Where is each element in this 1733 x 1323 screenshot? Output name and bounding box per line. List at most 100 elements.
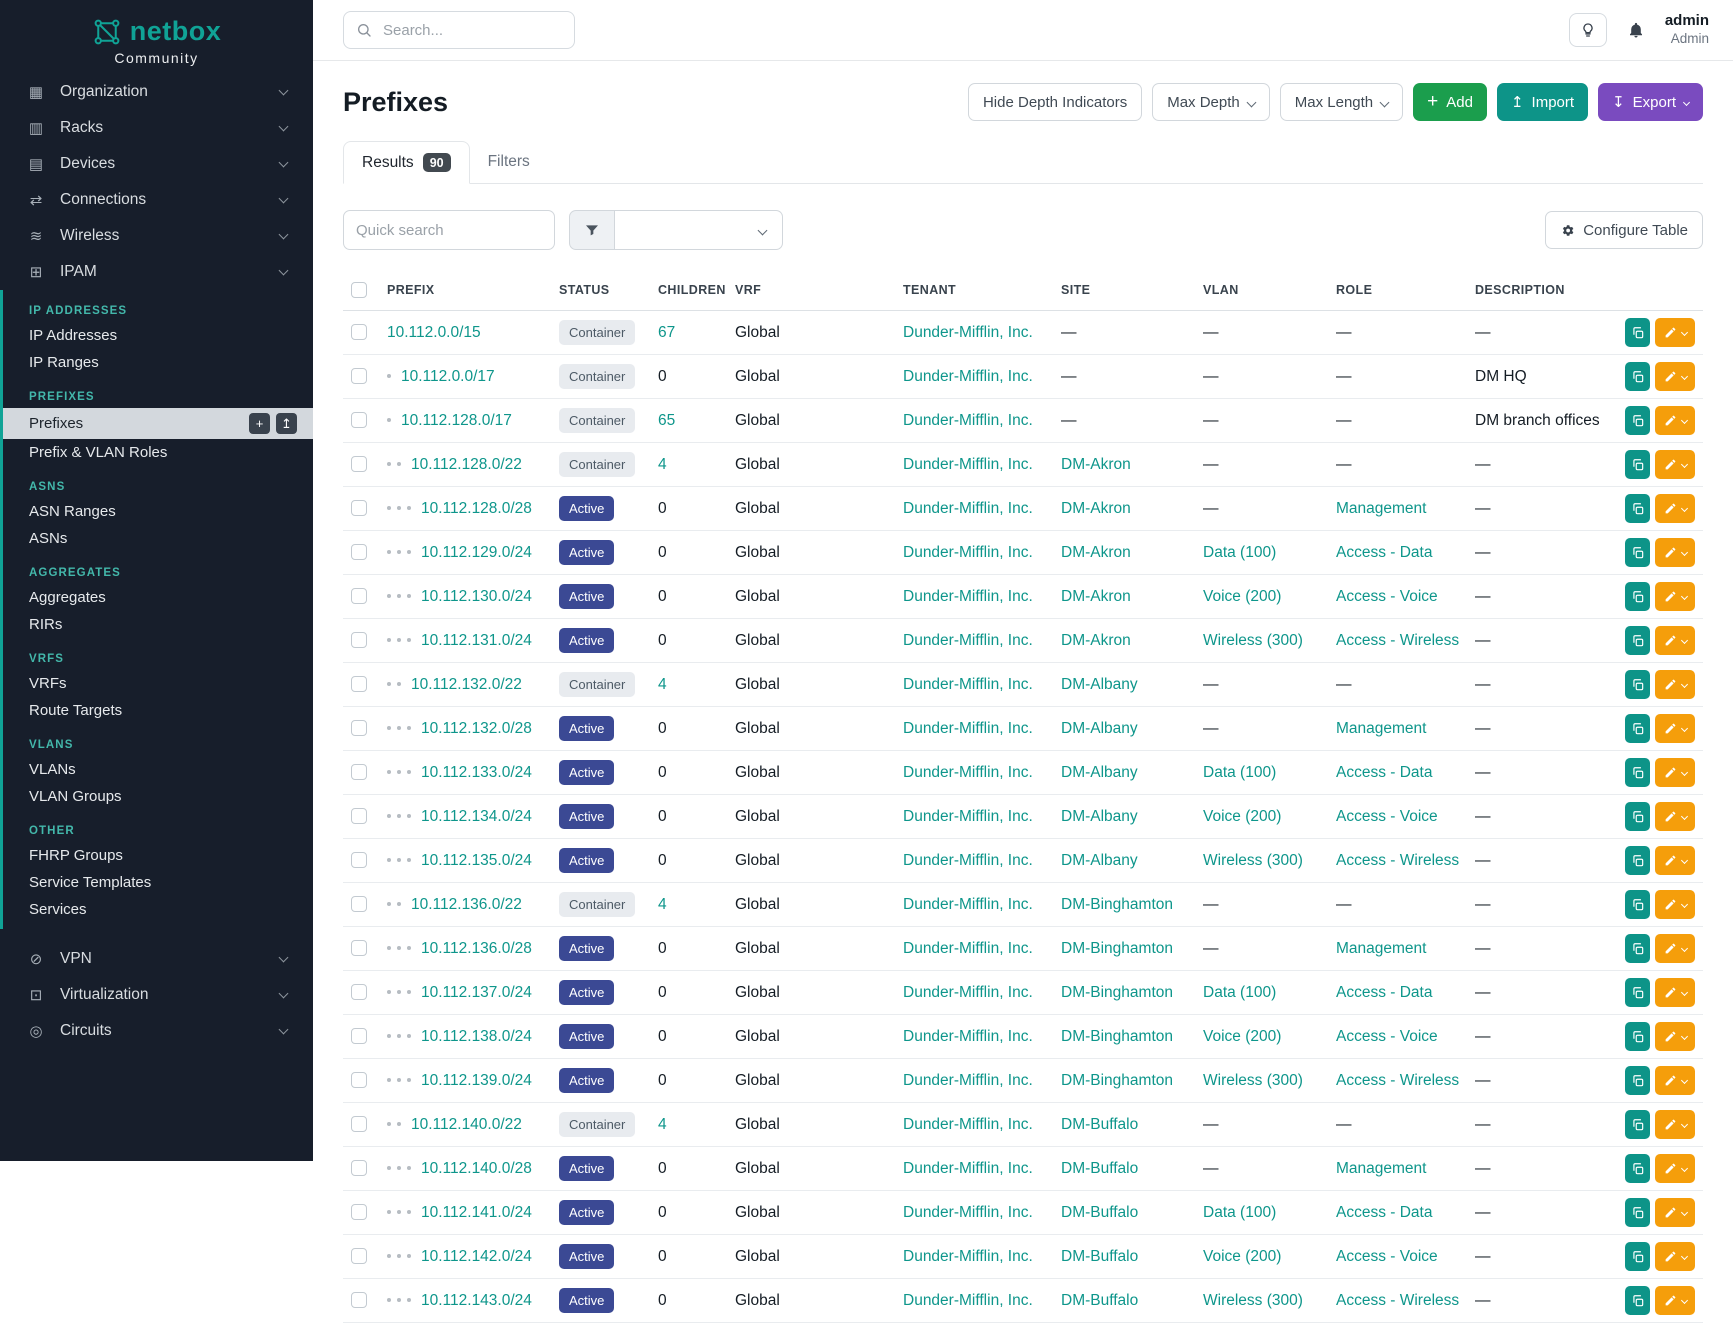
row-checkbox[interactable] (351, 412, 367, 429)
sidebar-group[interactable]: ⊡ Virtualization (0, 977, 313, 1013)
copy-button[interactable] (1625, 1242, 1651, 1271)
copy-button[interactable] (1625, 450, 1651, 479)
sidebar-item[interactable]: IP Addresses (3, 322, 313, 349)
sidebar-item[interactable]: RIRs (3, 611, 313, 638)
role-link[interactable]: Access - Voice (1336, 807, 1438, 825)
row-checkbox[interactable] (351, 588, 367, 605)
row-checkbox[interactable] (351, 456, 367, 473)
prefix-link[interactable]: 10.112.130.0/24 (421, 587, 532, 605)
quick-import-button[interactable]: ↥ (276, 413, 297, 434)
vlan-link[interactable]: Data (100) (1203, 983, 1277, 1001)
vlan-link[interactable]: — (1203, 411, 1219, 429)
row-checkbox[interactable] (351, 1072, 367, 1089)
vlan-link[interactable]: — (1203, 499, 1219, 517)
prefix-link[interactable]: 10.112.136.0/22 (411, 895, 522, 913)
vlan-link[interactable]: Data (100) (1203, 763, 1277, 781)
prefix-link[interactable]: 10.112.0.0/17 (401, 367, 495, 385)
vlan-link[interactable]: Data (100) (1203, 543, 1277, 561)
sidebar-group[interactable]: ▦ Organization (0, 74, 313, 110)
tenant-link[interactable]: Dunder-Mifflin, Inc. (903, 499, 1033, 517)
filter-select[interactable] (615, 210, 783, 250)
tenant-link[interactable]: Dunder-Mifflin, Inc. (903, 1027, 1033, 1045)
children-link[interactable]: 4 (658, 455, 667, 473)
vlan-link[interactable]: Wireless (300) (1203, 1291, 1303, 1309)
site-link[interactable]: DM-Akron (1061, 499, 1131, 517)
tenant-link[interactable]: Dunder-Mifflin, Inc. (903, 675, 1033, 693)
row-checkbox[interactable] (351, 1028, 367, 1045)
copy-button[interactable] (1625, 714, 1651, 743)
hide-depth-button[interactable]: Hide Depth Indicators (967, 83, 1143, 121)
role-link[interactable]: Management (1336, 499, 1427, 517)
prefix-link[interactable]: 10.112.137.0/24 (421, 983, 532, 1001)
copy-button[interactable] (1625, 1022, 1651, 1051)
site-link[interactable]: — (1061, 367, 1077, 385)
tenant-link[interactable]: Dunder-Mifflin, Inc. (903, 1203, 1033, 1221)
row-checkbox[interactable] (351, 1204, 367, 1221)
role-link[interactable]: Access - Wireless (1336, 1291, 1460, 1309)
edit-button[interactable] (1655, 538, 1695, 567)
theme-toggle-button[interactable] (1568, 13, 1607, 47)
site-link[interactable]: DM-Albany (1061, 719, 1138, 737)
tenant-link[interactable]: Dunder-Mifflin, Inc. (903, 1247, 1033, 1265)
vlan-link[interactable]: Data (100) (1203, 1203, 1277, 1221)
row-checkbox[interactable] (351, 1116, 367, 1133)
tenant-link[interactable]: Dunder-Mifflin, Inc. (903, 895, 1033, 913)
edit-button[interactable] (1655, 890, 1695, 919)
edit-button[interactable] (1655, 978, 1695, 1007)
children-link[interactable]: 67 (658, 323, 676, 341)
row-checkbox[interactable] (351, 368, 367, 385)
prefix-link[interactable]: 10.112.140.0/28 (421, 1159, 532, 1177)
import-button[interactable]: Import (1496, 83, 1589, 121)
children-link[interactable]: 0 (658, 1071, 667, 1089)
sidebar-group[interactable]: ⊘ VPN (0, 941, 313, 977)
edit-button[interactable] (1655, 494, 1695, 523)
user-menu[interactable]: admin Admin (1665, 12, 1709, 48)
copy-button[interactable] (1625, 406, 1651, 435)
role-link[interactable]: Access - Voice (1336, 1027, 1438, 1045)
prefix-link[interactable]: 10.112.128.0/22 (411, 455, 522, 473)
children-link[interactable]: 0 (658, 499, 667, 517)
site-link[interactable]: DM-Akron (1061, 587, 1131, 605)
column-header[interactable]: TENANT (895, 274, 1053, 311)
role-link[interactable]: Access - Voice (1336, 1247, 1438, 1265)
children-link[interactable]: 0 (658, 587, 667, 605)
tenant-link[interactable]: Dunder-Mifflin, Inc. (903, 719, 1033, 737)
sidebar-group[interactable]: ≋ Wireless (0, 218, 313, 254)
vlan-link[interactable]: Voice (200) (1203, 1247, 1282, 1265)
edit-button[interactable] (1655, 362, 1695, 391)
select-all-checkbox[interactable] (351, 282, 367, 298)
prefix-link[interactable]: 10.112.141.0/24 (421, 1203, 532, 1221)
copy-button[interactable] (1625, 846, 1651, 875)
site-link[interactable]: DM-Buffalo (1061, 1203, 1139, 1221)
global-search[interactable] (343, 11, 575, 49)
prefix-link[interactable]: 10.112.0.0/15 (387, 323, 481, 341)
prefix-link[interactable]: 10.112.135.0/24 (421, 851, 532, 869)
role-link[interactable]: — (1336, 367, 1352, 385)
add-button[interactable]: Add (1413, 83, 1487, 121)
copy-button[interactable] (1625, 1110, 1651, 1139)
site-link[interactable]: DM-Buffalo (1061, 1159, 1139, 1177)
children-link[interactable]: 65 (658, 411, 676, 429)
sidebar-item[interactable]: Route Targets (3, 697, 313, 724)
row-checkbox[interactable] (351, 940, 367, 957)
edit-button[interactable] (1655, 1110, 1695, 1139)
site-link[interactable]: DM-Binghamton (1061, 1027, 1173, 1045)
filter-button[interactable] (569, 210, 615, 250)
row-checkbox[interactable] (351, 764, 367, 781)
tenant-link[interactable]: Dunder-Mifflin, Inc. (903, 763, 1033, 781)
edit-button[interactable] (1655, 318, 1695, 347)
vlan-link[interactable]: Voice (200) (1203, 807, 1282, 825)
role-link[interactable]: Access - Wireless (1336, 631, 1460, 649)
sidebar-item[interactable]: VRFs (3, 670, 313, 697)
prefix-link[interactable]: 10.112.129.0/24 (421, 543, 532, 561)
role-link[interactable]: Management (1336, 939, 1427, 957)
site-link[interactable]: DM-Akron (1061, 543, 1131, 561)
tab-results[interactable]: Results 90 (343, 141, 470, 184)
copy-button[interactable] (1625, 802, 1651, 831)
copy-button[interactable] (1625, 890, 1651, 919)
sidebar-item[interactable]: Prefix & VLAN Roles (3, 439, 313, 466)
vlan-link[interactable]: — (1203, 675, 1219, 693)
row-checkbox[interactable] (351, 896, 367, 913)
row-checkbox[interactable] (351, 808, 367, 825)
row-checkbox[interactable] (351, 500, 367, 517)
